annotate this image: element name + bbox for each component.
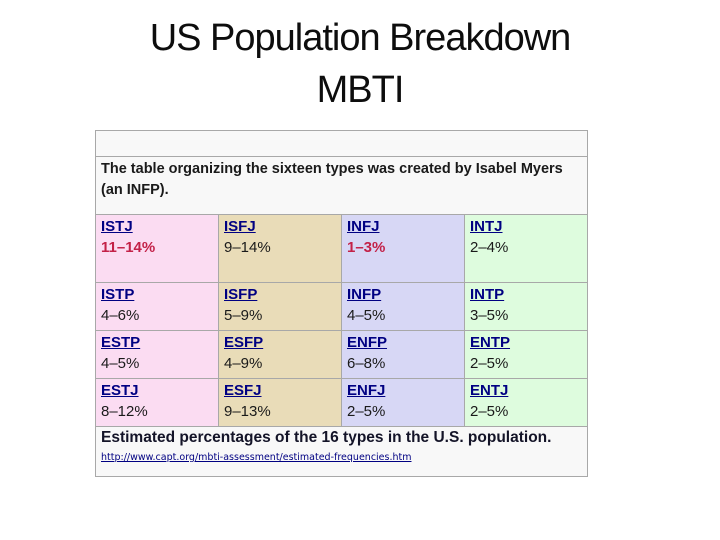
table-blank-row [95,130,588,157]
pct-intp: 3–5% [470,307,509,324]
pct-intj: 2–4% [470,239,509,256]
pct-infp: 4–5% [347,307,386,324]
pct-infj: 1–3% [347,239,386,256]
type-link-entj[interactable]: ENTJ [470,382,509,399]
cell-intp: INTP 3–5% [464,282,588,331]
type-link-infp[interactable]: INFP [347,286,382,303]
table-row: ISTJ 11–14% ISFJ 9–14% INFJ 1–3% INTJ 2–… [95,214,588,283]
cell-istp: ISTP 4–6% [95,282,219,331]
type-link-entp[interactable]: ENTP [470,334,511,351]
cell-estp: ESTP 4–5% [95,330,219,379]
type-link-esfj[interactable]: ESFJ [224,382,262,399]
type-link-intj[interactable]: INTJ [470,218,503,235]
cell-enfj: ENFJ 2–5% [341,378,465,427]
cell-estj: ESTJ 8–12% [95,378,219,427]
slide-title-line1: US Population Breakdown [149,17,572,59]
pct-istj: 11–14% [101,239,156,256]
cell-isfp: ISFP 5–9% [218,282,342,331]
pct-esfj: 9–13% [224,403,271,420]
table-row: The table organizing the sixteen types w… [95,156,588,215]
mbti-table: The table organizing the sixteen types w… [95,130,588,477]
pct-isfp: 5–9% [224,307,263,324]
type-link-istp[interactable]: ISTP [101,286,135,303]
type-link-estp[interactable]: ESTP [101,334,141,351]
type-link-esfp[interactable]: ESFP [224,334,264,351]
pct-estp: 4–5% [101,355,140,372]
type-link-enfp[interactable]: ENFP [347,334,388,351]
type-link-istj[interactable]: ISTJ [101,218,133,235]
type-link-infj[interactable]: INFJ [347,218,380,235]
type-link-isfp[interactable]: ISFP [224,286,258,303]
table-footer: Estimated percentages of the 16 types in… [95,426,588,477]
cell-istj: ISTJ 11–14% [95,214,219,283]
pct-entj: 2–5% [470,403,509,420]
pct-entp: 2–5% [470,355,509,372]
type-link-estj[interactable]: ESTJ [101,382,139,399]
table-description: The table organizing the sixteen types w… [95,156,588,215]
source-url-link[interactable]: http://www.capt.org/mbti-assessment/esti… [101,452,412,463]
type-link-intp[interactable]: INTP [470,286,505,303]
table-row: ESTP 4–5% ESFP 4–9% ENFP 6–8% ENTP 2–5% [95,330,588,379]
pct-estj: 8–12% [101,403,148,420]
cell-entj: ENTJ 2–5% [464,378,588,427]
cell-enfp: ENFP 6–8% [341,330,465,379]
cell-entp: ENTP 2–5% [464,330,588,379]
slide-title-line2: MBTI [316,69,405,111]
pct-istp: 4–6% [101,307,140,324]
table-row [95,130,588,157]
table-row: Estimated percentages of the 16 types in… [95,426,588,477]
cell-esfp: ESFP 4–9% [218,330,342,379]
table-row: ISTP 4–6% ISFP 5–9% INFP 4–5% INTP 3–5% [95,282,588,331]
cell-isfj: ISFJ 9–14% [218,214,342,283]
cell-intj: INTJ 2–4% [464,214,588,283]
pct-esfp: 4–9% [224,355,263,372]
cell-esfj: ESFJ 9–13% [218,378,342,427]
cell-infp: INFP 4–5% [341,282,465,331]
table-row: ESTJ 8–12% ESFJ 9–13% ENFJ 2–5% ENTJ 2–5… [95,378,588,427]
pct-isfj: 9–14% [224,239,271,256]
type-link-enfj[interactable]: ENFJ [347,382,386,399]
table-caption: Estimated percentages of the 16 types in… [101,429,552,446]
pct-enfp: 6–8% [347,355,386,372]
slide-title: US Population Breakdown MBTI [0,12,720,116]
cell-infj: INFJ 1–3% [341,214,465,283]
type-link-isfj[interactable]: ISFJ [224,218,256,235]
pct-enfj: 2–5% [347,403,386,420]
